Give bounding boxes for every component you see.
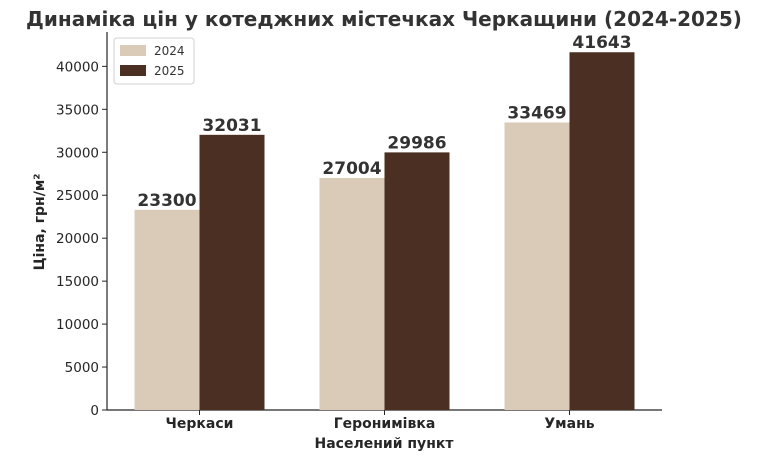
bar[interactable] (504, 122, 570, 411)
data-label: 27004 (322, 159, 381, 179)
x-tick-label: Геронимівка (334, 416, 436, 432)
y-tick-label: 10000 (56, 317, 99, 333)
y-tick-label: 0 (90, 403, 99, 419)
chart-title: Динаміка цін у котеджних містечках Черка… (26, 7, 742, 31)
data-label: 32031 (202, 116, 261, 136)
legend-entry-label: 2024 (154, 44, 185, 58)
legend-swatch (120, 65, 146, 76)
y-tick-label: 35000 (56, 102, 99, 118)
bar[interactable] (319, 178, 385, 410)
y-tick-label: 40000 (56, 59, 99, 75)
y-tick-label: 15000 (56, 274, 99, 290)
y-tick-label: 25000 (56, 188, 99, 204)
bar[interactable] (199, 134, 265, 410)
bar[interactable] (384, 152, 450, 410)
legend: 2024 2025 (113, 37, 195, 85)
x-axis-label: Населений пункт (315, 436, 455, 452)
data-label: 29986 (387, 133, 446, 153)
x-tick-label: Умань (544, 416, 594, 432)
x-tick-label: Черкаси (166, 416, 234, 432)
legend-swatch (120, 45, 146, 56)
y-tick-label: 20000 (56, 231, 99, 247)
y-tick-label: 30000 (56, 145, 99, 161)
data-label: 33469 (507, 103, 566, 123)
legend-entry-label: 2025 (154, 64, 185, 78)
bar[interactable] (569, 52, 635, 410)
y-tick-label: 5000 (65, 360, 99, 376)
bar[interactable] (134, 209, 200, 410)
data-label: 41643 (572, 33, 631, 53)
y-axis-label: Ціна, грн/м² (32, 174, 48, 271)
data-label: 23300 (137, 191, 196, 211)
plot-area: 0 5000 10000 15000 20000 25000 30000 35000 40000… (56, 32, 662, 432)
